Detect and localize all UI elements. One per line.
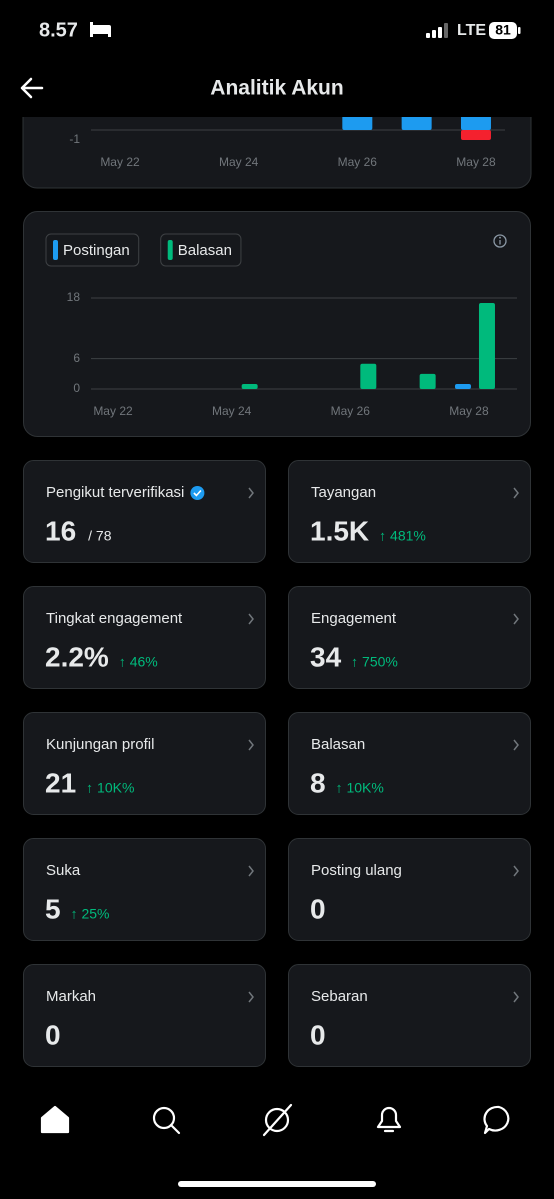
x-tick-label: May 28	[456, 155, 496, 169]
metric-value: 8	[310, 767, 326, 798]
info-icon	[499, 236, 501, 239]
nav-grok[interactable]	[262, 1103, 293, 1137]
x-tick-label: May 22	[93, 404, 133, 418]
bar	[401, 117, 432, 130]
metric-card[interactable]	[288, 712, 531, 815]
page-title: Analitik Akun	[210, 77, 343, 100]
y-tick-label: 18	[67, 290, 81, 304]
chart-card	[23, 211, 531, 437]
x-tick-label: May 26	[338, 155, 378, 169]
metric-value: 1.5K	[310, 515, 369, 546]
metric-label: Pengikut terverifikasi	[46, 484, 184, 501]
nav-messages[interactable]	[483, 1105, 510, 1135]
chevron	[248, 487, 254, 499]
metric-value: 21	[45, 767, 76, 798]
x-tick-label: May 24	[212, 404, 252, 418]
metric-value: 0	[310, 1019, 326, 1050]
legend-label: Postingan	[63, 242, 130, 259]
info-icon[interactable]	[493, 234, 507, 248]
bar	[241, 383, 258, 389]
nav-notifications[interactable]	[376, 1106, 402, 1133]
bar	[454, 383, 471, 389]
metric-change: ↑ 481%	[379, 528, 426, 544]
metric-label: Posting ulang	[311, 862, 402, 879]
chevron	[513, 991, 519, 1003]
x-tick-label: May 24	[219, 155, 259, 169]
bar	[460, 130, 491, 140]
legend-swatch	[53, 240, 58, 260]
nav-search[interactable]	[152, 1106, 181, 1135]
chevron	[513, 613, 519, 625]
metric-card[interactable]	[288, 964, 531, 1067]
metric-change: ↑ 750%	[351, 654, 398, 670]
x-tick-label: May 28	[449, 404, 489, 418]
metric-card[interactable]	[23, 838, 266, 941]
legend-item[interactable]	[45, 233, 140, 267]
metric-label: Sebaran	[311, 988, 368, 1005]
nav-home[interactable]	[40, 1105, 70, 1134]
metric-total: / 78	[88, 528, 112, 544]
bar	[419, 373, 436, 389]
x-tick-label: May 26	[331, 404, 371, 418]
y-tick-label: -1	[69, 132, 80, 146]
metric-change: ↑ 10K%	[336, 780, 384, 796]
metric-label: Markah	[46, 988, 96, 1005]
metric-card[interactable]	[288, 460, 531, 563]
metric-label: Balasan	[311, 736, 365, 753]
battery	[489, 22, 517, 39]
metric-value: 5	[45, 893, 61, 924]
metric-value: 2.2%	[45, 641, 109, 672]
metric-label: Tayangan	[311, 484, 376, 501]
battery-tip	[518, 27, 521, 34]
metric-card[interactable]	[288, 838, 531, 941]
metric-label: Engagement	[311, 610, 397, 627]
metric-label: Kunjungan profil	[46, 736, 154, 753]
battery-level: 81	[495, 22, 511, 38]
x-tick-label: May 22	[100, 155, 140, 169]
bar	[342, 117, 373, 130]
y-tick-label: 0	[73, 381, 80, 395]
chevron	[248, 865, 254, 877]
y-tick-label: 6	[73, 351, 80, 365]
network: LTE	[457, 22, 486, 39]
legend-label: Balasan	[178, 242, 232, 259]
metric-value: 0	[310, 893, 326, 924]
metric-card[interactable]	[23, 712, 266, 815]
verified-badge	[190, 486, 205, 500]
metric-card[interactable]	[23, 460, 266, 563]
metric-label: Tingkat engagement	[46, 610, 183, 627]
metric-change: ↑ 46%	[119, 654, 158, 670]
metric-label: Suka	[46, 862, 81, 879]
bar	[460, 117, 491, 130]
chevron	[513, 487, 519, 499]
metric-value: 34	[310, 641, 342, 672]
bed-icon	[90, 22, 111, 37]
chevron	[248, 613, 254, 625]
time: 8.57	[39, 19, 78, 41]
verified-check	[193, 489, 202, 497]
back-button[interactable]	[20, 77, 44, 99]
metric-value: 0	[45, 1019, 61, 1050]
bar	[478, 303, 495, 389]
legend-item[interactable]	[160, 233, 242, 267]
chevron	[513, 865, 519, 877]
bar	[360, 363, 377, 389]
chevron	[248, 739, 254, 751]
legend-swatch	[167, 240, 173, 260]
metric-value: 16	[45, 515, 76, 546]
metric-change: ↑ 25%	[71, 906, 110, 922]
metric-card[interactable]	[23, 964, 266, 1067]
signal-icon	[426, 23, 448, 38]
home-indicator	[178, 1181, 376, 1187]
metric-card[interactable]	[23, 586, 266, 689]
metric-change: ↑ 10K%	[86, 780, 134, 796]
metric-card[interactable]	[288, 586, 531, 689]
chevron	[248, 991, 254, 1003]
chevron	[513, 739, 519, 751]
header-bg	[0, 0, 554, 117]
